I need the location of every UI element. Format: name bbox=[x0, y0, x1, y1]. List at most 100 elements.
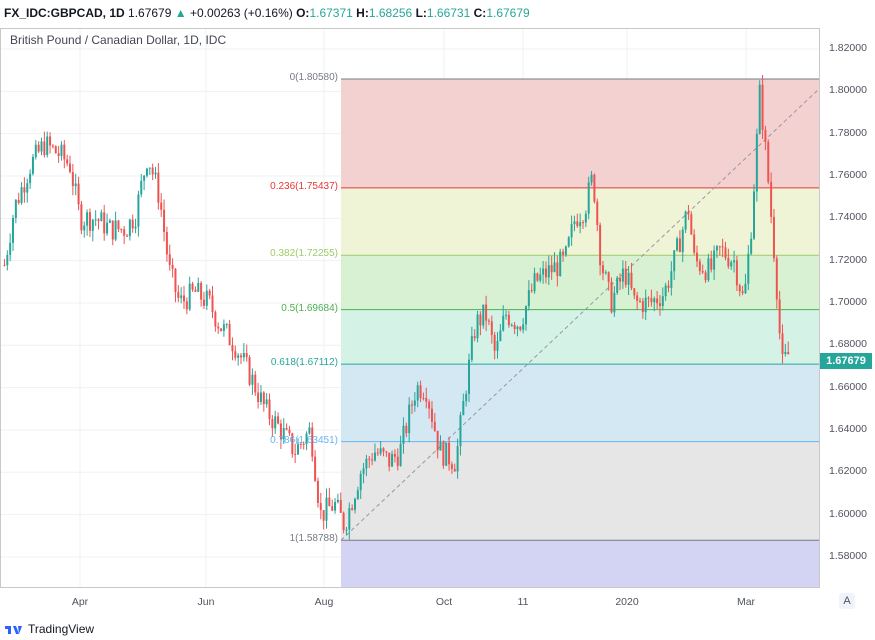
candle-body bbox=[658, 303, 661, 307]
candle-body bbox=[724, 247, 727, 258]
price-tick: 1.66000 bbox=[829, 380, 867, 393]
candle-body bbox=[715, 246, 718, 251]
candle-body bbox=[741, 291, 744, 294]
candle-body bbox=[781, 333, 784, 355]
candle-body bbox=[430, 408, 433, 422]
candle-body bbox=[12, 217, 15, 243]
candle-body bbox=[650, 298, 653, 303]
close-label: C: bbox=[473, 6, 487, 20]
candle-body bbox=[154, 172, 157, 175]
auto-scale-button[interactable]: A bbox=[839, 593, 855, 609]
candle-body bbox=[644, 297, 647, 313]
candle-body bbox=[9, 242, 12, 256]
candle-body bbox=[265, 399, 268, 405]
candle-body bbox=[513, 324, 516, 329]
candle-body bbox=[351, 508, 354, 510]
candle-body bbox=[442, 442, 445, 466]
candle-body bbox=[775, 258, 778, 300]
candle-body bbox=[661, 296, 664, 307]
candle-body bbox=[738, 285, 741, 292]
fib-level-label: 0.5(1.69684) bbox=[281, 302, 338, 314]
candle-body bbox=[117, 220, 120, 230]
candle-body bbox=[285, 428, 288, 430]
candle-body bbox=[408, 404, 411, 434]
candle-body bbox=[57, 153, 60, 157]
candle-body bbox=[54, 146, 57, 154]
candle-body bbox=[542, 268, 545, 275]
candle-body bbox=[359, 473, 362, 491]
price-tick: 1.58000 bbox=[829, 549, 867, 562]
up-arrow-icon: ▲ bbox=[174, 6, 187, 20]
candle-body bbox=[755, 133, 758, 192]
candle-body bbox=[641, 301, 644, 313]
time-tick: Aug bbox=[314, 596, 334, 608]
candle-body bbox=[308, 427, 311, 434]
candle-body bbox=[579, 222, 582, 227]
time-tick: Mar bbox=[736, 596, 756, 608]
price-chart[interactable] bbox=[0, 0, 820, 588]
candle-body bbox=[564, 246, 567, 255]
candle-body bbox=[416, 385, 419, 401]
candle-body bbox=[123, 229, 126, 236]
tradingview-logo-icon bbox=[5, 626, 22, 634]
candle-body bbox=[37, 144, 40, 152]
candle-body bbox=[108, 220, 111, 223]
price-tick: 1.78000 bbox=[829, 126, 867, 139]
fib-zone bbox=[341, 79, 820, 188]
candle-body bbox=[114, 220, 117, 240]
candle-body bbox=[490, 321, 493, 336]
candle-body bbox=[735, 260, 738, 286]
candle-body bbox=[151, 167, 154, 175]
candle-body bbox=[31, 157, 34, 174]
candle-body bbox=[240, 355, 243, 358]
candle-body bbox=[727, 257, 730, 267]
tradingview-logo[interactable]: TradingView bbox=[4, 622, 94, 636]
candle-body bbox=[496, 340, 499, 351]
candle-body bbox=[257, 392, 260, 402]
candle-body bbox=[262, 392, 265, 405]
candle-body bbox=[202, 299, 205, 306]
fib-zone bbox=[341, 255, 820, 310]
symbol-name: FX_IDC:GBPCAD, 1D bbox=[4, 6, 125, 20]
candle-body bbox=[282, 428, 285, 440]
candle-body bbox=[222, 324, 225, 331]
candle-body bbox=[245, 353, 248, 358]
candle-body bbox=[368, 458, 371, 460]
candle-body bbox=[758, 84, 761, 134]
candle-body bbox=[356, 490, 359, 499]
candle-body bbox=[690, 214, 693, 235]
candle-body bbox=[77, 183, 80, 205]
price-axis[interactable]: 1.82000 1.80000 1.78000 1.76000 1.74000 1.720… bbox=[820, 28, 875, 588]
fib-level-label: 1(1.58788) bbox=[289, 533, 338, 545]
candle-body bbox=[183, 295, 186, 302]
candle-body bbox=[767, 141, 770, 182]
candle-body bbox=[382, 448, 385, 452]
candle-body bbox=[29, 173, 32, 184]
candle-body bbox=[91, 219, 94, 231]
candle-body bbox=[200, 282, 203, 300]
candle-body bbox=[128, 219, 131, 237]
candle-body bbox=[522, 324, 525, 330]
candle-body bbox=[271, 419, 274, 429]
candle-body bbox=[613, 292, 616, 313]
candle-body bbox=[764, 129, 767, 142]
candle-body bbox=[547, 265, 550, 278]
fib-level-label: 0(1.80580) bbox=[289, 72, 338, 84]
candle-body bbox=[462, 401, 465, 416]
fib-trend-line bbox=[340, 87, 820, 541]
candle-body bbox=[237, 355, 240, 358]
time-axis[interactable]: Apr Jun Aug Oct 11 2020 Mar bbox=[0, 588, 820, 616]
candle-body bbox=[339, 499, 342, 513]
candle-body bbox=[140, 180, 143, 195]
candle-body bbox=[316, 480, 319, 504]
candle-body bbox=[553, 262, 556, 273]
candle-body bbox=[459, 415, 462, 447]
candle-body bbox=[621, 268, 624, 282]
candle-body bbox=[345, 529, 348, 531]
candle-body bbox=[536, 273, 539, 281]
candle-body bbox=[51, 145, 54, 147]
candle-body bbox=[174, 268, 177, 292]
low-label: L: bbox=[415, 6, 427, 20]
candle-body bbox=[160, 202, 163, 210]
candle-body bbox=[468, 359, 471, 394]
